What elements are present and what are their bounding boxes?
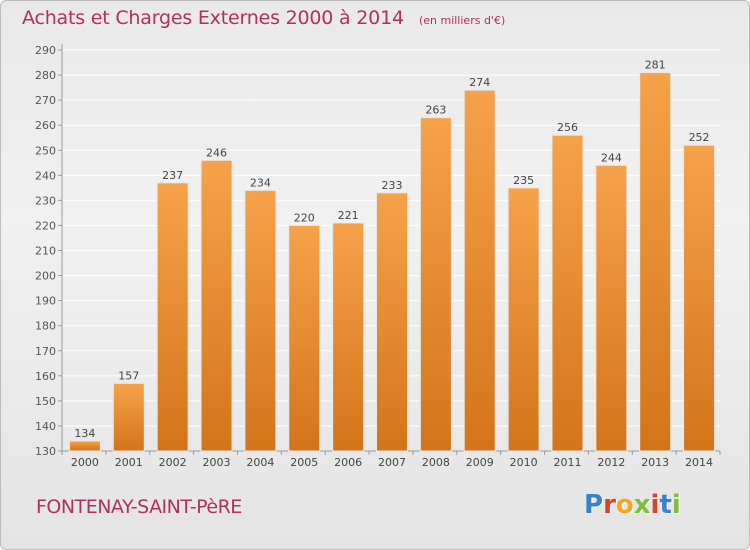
bar-2014 — [683, 144, 716, 452]
chart-subtitle: (en milliers d'€) — [418, 14, 506, 27]
logo-letter: i — [671, 490, 681, 520]
x-tick-label-2014: 2014 — [685, 456, 713, 469]
y-tick-label: 230 — [35, 194, 56, 207]
data-label-2014: 252 — [689, 131, 710, 144]
data-label-2007: 233 — [382, 179, 403, 192]
x-tick-label-2008: 2008 — [422, 456, 450, 469]
data-label-2012: 244 — [601, 151, 622, 164]
y-tick-label: 140 — [35, 420, 56, 433]
y-tick-label: 160 — [35, 370, 56, 383]
data-label-2005: 220 — [294, 211, 315, 224]
logo-letter: t — [659, 490, 672, 520]
bar-2003 — [200, 159, 233, 452]
data-label-2004: 234 — [250, 176, 271, 189]
y-tick-label: 290 — [35, 44, 56, 57]
x-tick-label-2012: 2012 — [597, 456, 625, 469]
data-label-2001: 157 — [118, 369, 139, 382]
bar-2001 — [112, 382, 145, 452]
y-tick-label: 260 — [35, 119, 56, 132]
data-label-2013: 281 — [645, 59, 666, 72]
data-label-2008: 263 — [425, 104, 446, 117]
data-label-2009: 274 — [469, 76, 490, 89]
x-tick-label-2001: 2001 — [115, 456, 143, 469]
bar-2010 — [507, 187, 540, 452]
x-tick-label-2003: 2003 — [203, 456, 231, 469]
bar-2013 — [639, 72, 672, 452]
x-tick-label-2010: 2010 — [510, 456, 538, 469]
y-tick-label: 250 — [35, 144, 56, 157]
logo-letter: x — [633, 490, 651, 520]
x-tick-label-2005: 2005 — [290, 456, 318, 469]
bar-2009 — [463, 89, 496, 452]
y-tick-label: 130 — [35, 445, 56, 458]
y-tick-label: 220 — [35, 219, 56, 232]
y-tick-label: 190 — [35, 295, 56, 308]
data-label-2010: 235 — [513, 174, 534, 187]
y-tick-label: 180 — [35, 320, 56, 333]
bar-2002 — [156, 182, 189, 452]
y-tick-label: 210 — [35, 245, 56, 258]
bar-2005 — [288, 224, 321, 452]
x-tick-label-2006: 2006 — [334, 456, 362, 469]
logo-letter: r — [603, 490, 616, 520]
chart-title: Achats et Charges Externes 2000 à 2014 — [22, 7, 404, 29]
bar-2004 — [244, 189, 277, 452]
x-tick-label-2004: 2004 — [246, 456, 274, 469]
logo-letter: P — [584, 490, 604, 520]
y-tick-label: 150 — [35, 395, 56, 408]
logo-letter: i — [650, 490, 660, 520]
data-label-2002: 237 — [162, 169, 183, 182]
x-tick-label-2009: 2009 — [466, 456, 494, 469]
bar-2012 — [595, 164, 628, 452]
commune-name: FONTENAY-SAINT-PèRE — [36, 496, 242, 518]
y-tick-label: 240 — [35, 169, 56, 182]
bar-2008 — [419, 117, 452, 452]
x-tick-label-2000: 2000 — [71, 456, 99, 469]
title-row: Achats et Charges Externes 2000 à 2014 (… — [22, 7, 505, 29]
data-label-2000: 134 — [74, 427, 95, 440]
x-tick-label-2011: 2011 — [553, 456, 581, 469]
data-label-2006: 221 — [338, 209, 359, 222]
bar-2007 — [376, 192, 408, 452]
x-tick-label-2007: 2007 — [378, 456, 406, 469]
data-label-2011: 256 — [557, 121, 578, 134]
y-tick-label: 270 — [35, 94, 56, 107]
bar-2000 — [68, 440, 101, 452]
proxiti-logo: Proxiti — [584, 490, 681, 520]
logo-letter: o — [615, 490, 634, 520]
y-tick-label: 170 — [35, 345, 56, 358]
bar-2011 — [551, 134, 584, 452]
bar-2006 — [332, 222, 365, 452]
x-tick-label-2002: 2002 — [159, 456, 187, 469]
y-tick-label: 280 — [35, 69, 56, 82]
y-tick-label: 200 — [35, 270, 56, 283]
data-label-2003: 246 — [206, 146, 227, 159]
x-tick-label-2013: 2013 — [641, 456, 669, 469]
